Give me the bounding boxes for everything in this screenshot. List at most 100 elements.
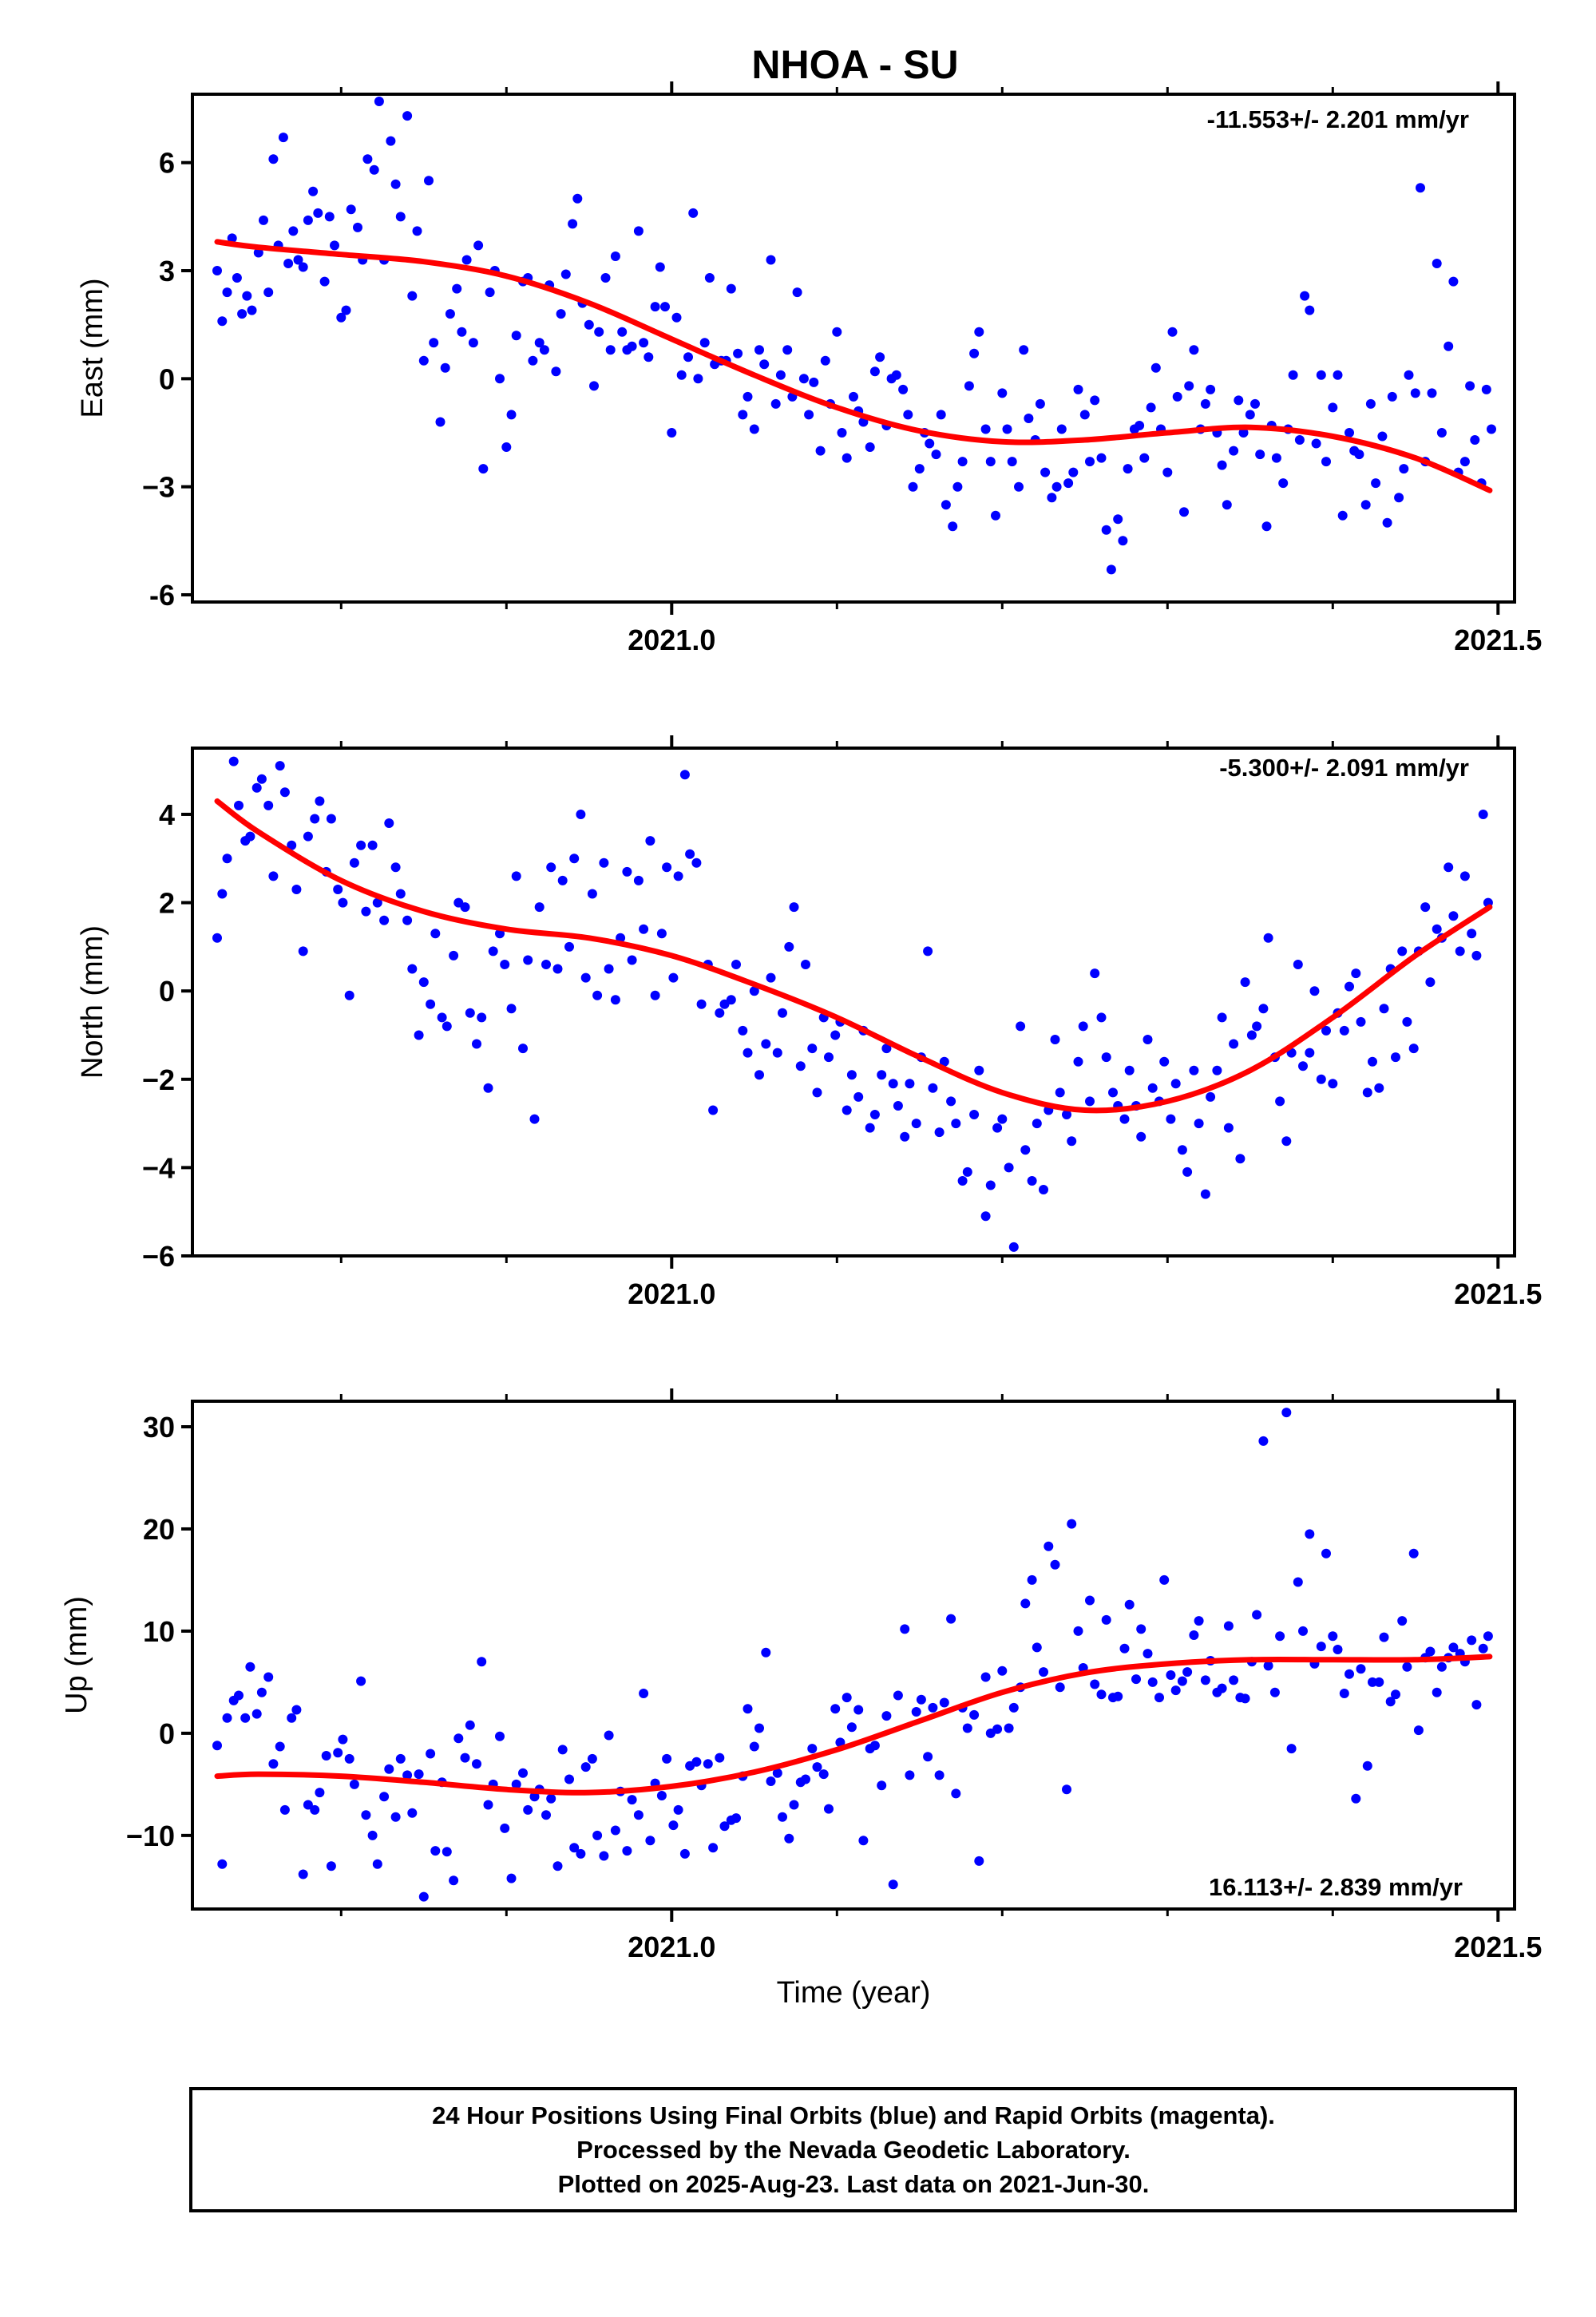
up-data-point (367, 1830, 378, 1840)
up-data-point (529, 1792, 540, 1802)
east-data-point (726, 283, 736, 294)
up-data-point (1333, 1645, 1343, 1654)
up-data-point (251, 1709, 262, 1719)
east-data-point (1316, 370, 1326, 380)
east-data-point (1106, 564, 1116, 575)
up-data-point (633, 1810, 644, 1820)
north-data-point (784, 941, 794, 952)
up-data-point (279, 1804, 290, 1815)
north-data-point (384, 818, 394, 828)
north-data-point (1263, 933, 1273, 943)
up-data-point (911, 1707, 921, 1717)
footer-line-3: Plotted on 2025-Aug-23. Last data on 202… (558, 2170, 1150, 2198)
north-data-point (668, 972, 679, 983)
east-data-point (809, 377, 819, 387)
east-data-point (212, 266, 222, 275)
east-data-point (693, 374, 703, 384)
north-data-point (1032, 1119, 1042, 1129)
east-data-point (1261, 521, 1272, 532)
east-data-point (957, 457, 968, 467)
north-data-point (869, 1110, 880, 1119)
up-data-point (500, 1823, 510, 1833)
east-data-point (551, 366, 561, 377)
north-data-point (1143, 1035, 1153, 1044)
up-data-point (1402, 1662, 1412, 1672)
north-data-point (1459, 871, 1470, 881)
up-data-point (349, 1779, 359, 1789)
up-data-point (546, 1793, 556, 1804)
east-data-point (738, 410, 748, 420)
east-data-point (782, 345, 793, 355)
east-data-point (402, 111, 413, 121)
up-data-point (1345, 1669, 1354, 1679)
up-data-point (1217, 1683, 1227, 1693)
north-data-point (1368, 1056, 1377, 1067)
east-data-point (1300, 291, 1310, 301)
east-data-point (869, 366, 880, 377)
east-data-point (534, 338, 545, 348)
east-data-point (390, 179, 401, 189)
east-data-point (1387, 391, 1397, 402)
east-data-point (572, 193, 583, 204)
up-data-point (749, 1741, 759, 1752)
north-data-point (1235, 1154, 1246, 1164)
east-data-point (560, 269, 571, 279)
east-data-point (1459, 457, 1470, 467)
up-data-point (222, 1713, 232, 1723)
east-data-point (1410, 388, 1420, 398)
up-data-point (1008, 1702, 1019, 1713)
north-data-point (268, 871, 279, 881)
up-data-point (1027, 1574, 1037, 1585)
north-data-point (877, 1070, 887, 1080)
up-data-point (1298, 1626, 1308, 1636)
footer-line-2: Processed by the Nevada Geodetic Laborat… (576, 2136, 1131, 2164)
north-data-point (1356, 1016, 1366, 1027)
up-data-point (333, 1748, 343, 1758)
north-data-point (212, 933, 222, 943)
north-data-point (1448, 911, 1459, 921)
east-data-point (1139, 453, 1150, 463)
east-data-point (1255, 450, 1265, 460)
up-data-point (1483, 1631, 1493, 1642)
up-data-point (564, 1774, 574, 1784)
north-data-point (251, 782, 262, 793)
up-data-point (1096, 1689, 1107, 1700)
up-data-point (326, 1861, 336, 1871)
east-data-point (222, 287, 232, 298)
east-data-point (1040, 467, 1051, 477)
up-data-point (784, 1833, 794, 1844)
north-data-point (511, 871, 521, 881)
up-data-point (1055, 1682, 1065, 1693)
east-data-point (461, 255, 472, 265)
up-data-point (1351, 1793, 1361, 1804)
up-data-point (1328, 1631, 1338, 1642)
north-data-point (1345, 981, 1354, 992)
east-data-point (1073, 384, 1083, 394)
north-data-point (338, 897, 348, 908)
north-data-point (402, 915, 413, 925)
north-data-point (662, 862, 672, 873)
up-data-point (338, 1734, 348, 1745)
east-data-point (468, 338, 478, 348)
up-data-point (1085, 1595, 1095, 1606)
up-data-point (1039, 1667, 1048, 1677)
up-data-point (557, 1745, 568, 1755)
north-data-point (969, 1110, 980, 1119)
east-data-point (770, 398, 781, 409)
north-data-point (477, 1012, 487, 1023)
up-data-point (1124, 1599, 1135, 1610)
north-data-point (997, 1114, 1008, 1124)
north-data-point (1258, 1004, 1269, 1014)
north-data-point (738, 1025, 748, 1036)
up-data-point (592, 1830, 603, 1840)
up-data-point (1166, 1670, 1176, 1680)
east-data-point (1056, 424, 1067, 434)
east-data-point (424, 176, 434, 186)
up-data-point (472, 1759, 481, 1769)
up-data-point (361, 1810, 371, 1820)
east-data-point (362, 154, 373, 164)
east-y-tick-label: −3 (142, 471, 175, 504)
east-data-point (336, 312, 347, 323)
east-data-point (964, 381, 974, 391)
east-data-point (511, 331, 521, 341)
